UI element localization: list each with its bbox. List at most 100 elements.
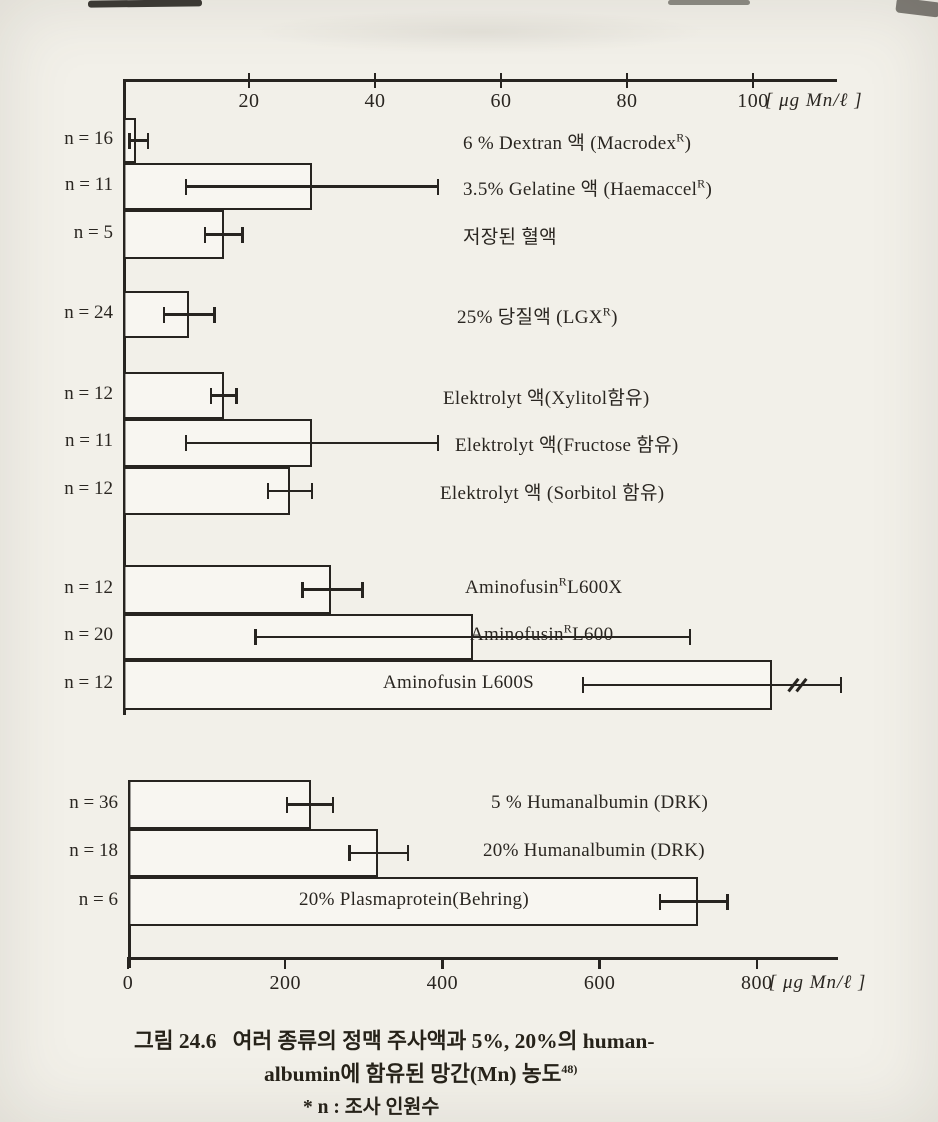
bar-label: 6 % Dextran 액 (MacrodexR) bbox=[463, 130, 692, 154]
error-bar bbox=[582, 683, 842, 687]
error-cap-left bbox=[266, 483, 270, 499]
error-cap-left bbox=[184, 435, 188, 451]
error-bar bbox=[129, 139, 149, 142]
scan-artifact-top-mid-streak bbox=[668, 0, 750, 5]
error-cap-left bbox=[658, 893, 662, 910]
error-bar bbox=[163, 313, 215, 316]
tick-label: 800 bbox=[741, 972, 773, 994]
figure-caption-line2: albumin에 함유된 망간(Mn) 농도48) bbox=[264, 1057, 577, 1088]
tick-label: 200 bbox=[269, 972, 301, 994]
tick-mark bbox=[441, 957, 444, 969]
tick-label: 40 bbox=[364, 90, 386, 112]
error-cap-right bbox=[436, 178, 440, 195]
bar-label: 3.5% Gelatine 액 (HaemaccelR) bbox=[463, 176, 713, 200]
caption-line1-text: 여러 종류의 정맥 주사액과 5%, 20%의 human- bbox=[232, 1029, 655, 1053]
error-bar bbox=[186, 185, 438, 188]
x-axis bbox=[123, 79, 837, 82]
n-label: n = 16 bbox=[64, 127, 113, 149]
superscript-r: R bbox=[697, 176, 706, 191]
n-label: n = 5 bbox=[73, 221, 113, 243]
n-label: n = 12 bbox=[64, 478, 113, 499]
error-cap-left bbox=[162, 306, 166, 323]
tick-mark bbox=[126, 957, 130, 969]
tick-mark bbox=[373, 73, 377, 88]
scan-artifact-top-left-streak bbox=[87, 0, 203, 8]
superscript-r: R bbox=[602, 304, 612, 319]
error-bar bbox=[186, 441, 438, 445]
error-cap-left bbox=[209, 387, 213, 404]
error-cap-right bbox=[436, 435, 440, 451]
n-label: n = 20 bbox=[64, 624, 113, 645]
bar-label: Elektrolyt 액 (Sorbitol 함유) bbox=[440, 483, 665, 504]
axis-unit-label: [ μg Mn/ℓ ] bbox=[768, 972, 867, 993]
caption-footnote-ref: 48) bbox=[561, 1061, 578, 1076]
bar-label: Aminofusin L600S bbox=[383, 672, 535, 693]
tick-label: 400 bbox=[426, 972, 459, 994]
error-cap-right bbox=[726, 893, 729, 910]
tick-label: 600 bbox=[583, 972, 616, 994]
n-label: n = 12 bbox=[64, 576, 113, 598]
tick-mark bbox=[598, 957, 601, 969]
scan-artifact-top-wave bbox=[250, 10, 710, 54]
caption-note: * n : 조사 인원수 bbox=[303, 1097, 440, 1118]
bar bbox=[128, 829, 378, 877]
error-cap-left bbox=[301, 581, 304, 598]
n-label: n = 11 bbox=[64, 173, 113, 195]
tick-label: 0 bbox=[122, 972, 134, 994]
n-label: n = 11 bbox=[64, 430, 113, 451]
bar-label: AminofusinRL600X bbox=[465, 574, 623, 598]
bar-label: 5 % Humanalbumin (DRK) bbox=[491, 791, 709, 813]
tick-label: 80 bbox=[616, 90, 638, 112]
bar-label: 20% Plasmaprotein(Behring) bbox=[299, 888, 529, 910]
bar-label: 20% Humanalbumin (DRK) bbox=[483, 840, 705, 861]
error-cap-left bbox=[184, 178, 188, 195]
bar-label: AminofusinRL600 bbox=[470, 621, 614, 645]
bar-label: 25% 당질액 (LGXR) bbox=[457, 304, 618, 328]
bar-label: Elektrolyt 액(Fructose 함유) bbox=[455, 435, 679, 456]
scan-artifact-top-right-corner bbox=[895, 0, 938, 18]
n-label: n = 6 bbox=[78, 888, 118, 910]
superscript-r: R bbox=[558, 574, 568, 589]
axis-unit-label: [ μg Mn/ℓ ] bbox=[765, 90, 863, 111]
error-cap-right bbox=[839, 677, 843, 693]
error-cap-right bbox=[146, 132, 150, 149]
error-bar bbox=[211, 394, 237, 397]
error-cap-right bbox=[241, 226, 244, 243]
tick-label: 100 bbox=[737, 90, 769, 112]
error-cap-right bbox=[361, 581, 364, 598]
tick-mark bbox=[625, 73, 629, 88]
error-bar bbox=[349, 851, 408, 855]
n-label: n = 18 bbox=[69, 840, 118, 861]
error-cap-right bbox=[310, 483, 314, 499]
error-cap-left bbox=[254, 629, 257, 645]
figure-caption-line1: 그림 24.6 여러 종류의 정맥 주사액과 5%, 20%의 human- bbox=[134, 1024, 655, 1055]
error-bar bbox=[267, 489, 312, 493]
bar bbox=[123, 372, 224, 419]
error-bar bbox=[204, 233, 243, 236]
error-cap-right bbox=[688, 629, 692, 645]
tick-mark bbox=[499, 73, 503, 88]
bar bbox=[128, 780, 312, 829]
error-bar bbox=[286, 803, 334, 806]
error-cap-left bbox=[128, 132, 131, 149]
error-bar bbox=[255, 635, 690, 639]
error-cap-right bbox=[331, 796, 335, 813]
tick-mark bbox=[283, 957, 287, 969]
tick-mark bbox=[751, 73, 755, 88]
error-cap-left bbox=[285, 796, 289, 813]
error-cap-left bbox=[348, 845, 351, 861]
bar bbox=[123, 565, 331, 614]
tick-label: 60 bbox=[490, 90, 512, 112]
tick-mark bbox=[755, 957, 759, 969]
error-cap-left bbox=[581, 677, 585, 693]
error-cap-right bbox=[406, 845, 410, 861]
n-label: n = 36 bbox=[69, 791, 118, 813]
error-cap-left bbox=[203, 226, 207, 243]
error-bar bbox=[302, 588, 363, 591]
n-label: n = 24 bbox=[64, 301, 113, 323]
bar-label: Elektrolyt 액(Xylitol함유) bbox=[443, 387, 650, 409]
tick-mark bbox=[247, 73, 251, 88]
bar bbox=[128, 877, 698, 926]
superscript-r: R bbox=[676, 130, 685, 145]
